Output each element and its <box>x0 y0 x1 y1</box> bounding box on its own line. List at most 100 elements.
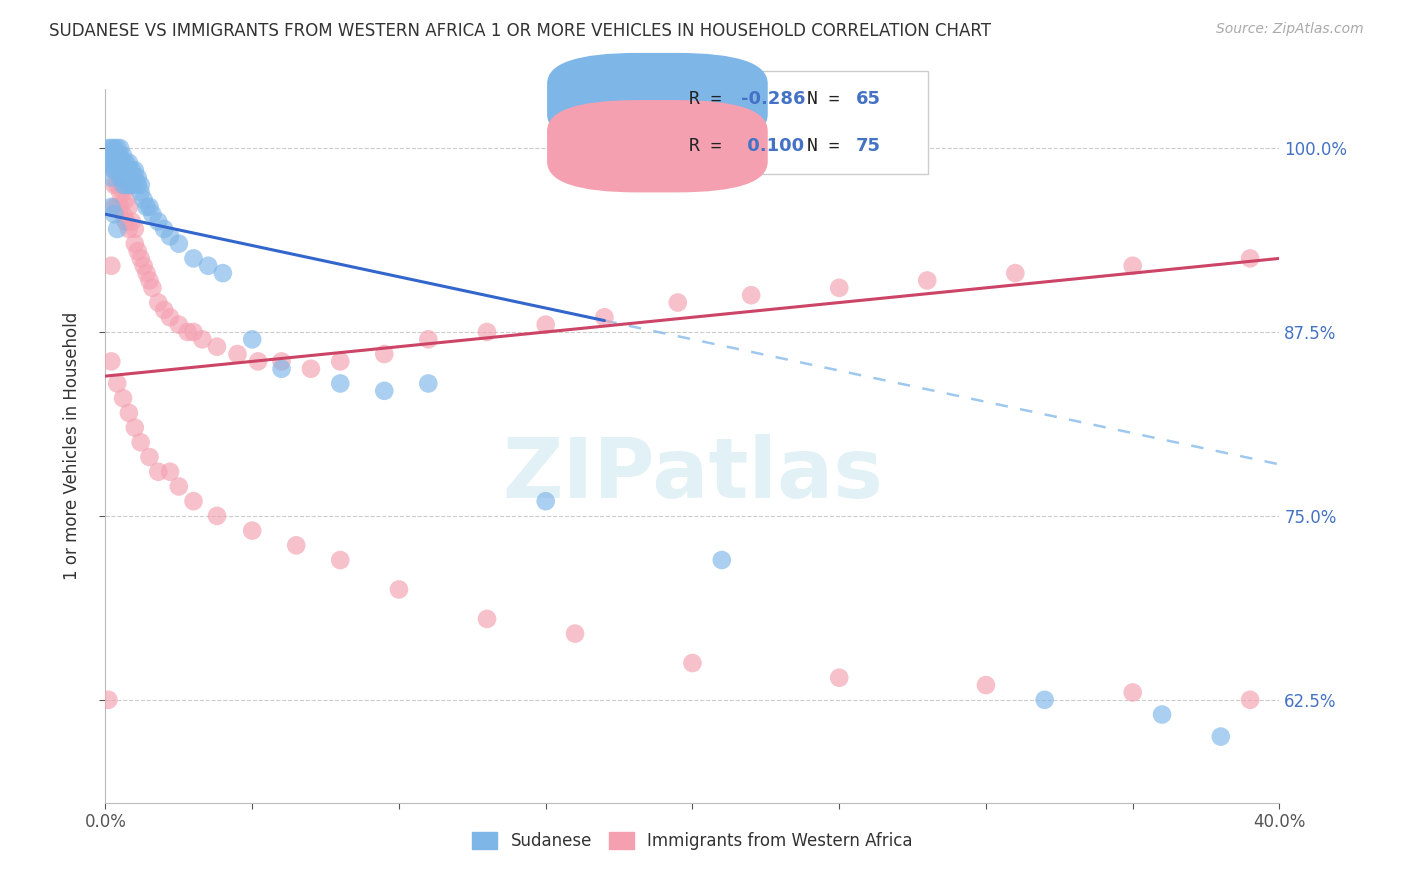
Point <box>1150 707 1173 722</box>
Point <box>112 207 135 221</box>
Point <box>108 163 131 178</box>
Point <box>112 148 135 162</box>
Point <box>148 214 170 228</box>
Point <box>121 170 143 185</box>
Point <box>141 281 163 295</box>
Point <box>115 170 138 185</box>
Text: N =: N = <box>807 137 851 155</box>
Point <box>118 163 141 178</box>
Point <box>105 155 128 169</box>
Point <box>183 494 205 508</box>
Point <box>108 155 131 169</box>
Point <box>153 302 176 317</box>
Point <box>135 266 157 280</box>
Point <box>418 332 440 346</box>
Point <box>108 170 131 185</box>
Point <box>108 148 131 162</box>
Point <box>121 163 143 178</box>
Legend: Sudanese, Immigrants from Western Africa: Sudanese, Immigrants from Western Africa <box>464 824 921 859</box>
Text: 0.100: 0.100 <box>741 137 804 155</box>
Point <box>118 155 141 169</box>
Point <box>138 200 160 214</box>
Point <box>105 141 128 155</box>
Point <box>115 193 138 207</box>
Point <box>103 163 125 178</box>
Point <box>534 494 557 508</box>
Point <box>191 332 214 346</box>
Point <box>141 207 163 221</box>
Point <box>475 612 498 626</box>
Point <box>124 236 146 251</box>
Point <box>121 178 143 192</box>
Point <box>564 626 586 640</box>
Point <box>103 148 125 162</box>
Point <box>329 376 352 391</box>
Point <box>127 178 149 192</box>
Point <box>127 244 149 258</box>
Point <box>108 185 131 199</box>
Point <box>129 185 152 199</box>
Point <box>124 178 146 192</box>
Point <box>388 582 411 597</box>
Point <box>105 148 128 162</box>
Text: R =: R = <box>689 137 733 155</box>
Point <box>118 170 141 185</box>
Point <box>148 295 170 310</box>
Point <box>103 178 125 192</box>
Point <box>1209 730 1232 744</box>
Point <box>740 288 762 302</box>
Point <box>112 155 135 169</box>
Point <box>115 214 138 228</box>
Text: R =: R = <box>689 89 733 108</box>
Point <box>129 178 152 192</box>
Point <box>103 163 125 178</box>
Point <box>124 163 146 178</box>
Point <box>183 252 205 266</box>
Point <box>103 200 125 214</box>
Point <box>103 141 125 155</box>
Point <box>100 200 122 214</box>
Y-axis label: 1 or more Vehicles in Household: 1 or more Vehicles in Household <box>63 312 82 580</box>
Point <box>205 508 228 523</box>
Point <box>105 200 128 214</box>
Point <box>247 354 270 368</box>
Point <box>112 178 135 192</box>
Point <box>299 361 322 376</box>
Point <box>329 553 352 567</box>
Point <box>115 214 138 228</box>
Point <box>666 295 689 310</box>
Point <box>115 155 138 169</box>
Point <box>112 185 135 199</box>
Point <box>211 266 233 280</box>
Point <box>240 524 263 538</box>
Point <box>974 678 997 692</box>
Point <box>159 229 181 244</box>
Point <box>159 465 181 479</box>
Point <box>97 155 120 169</box>
Point <box>105 178 128 192</box>
Point <box>270 361 292 376</box>
Point <box>135 200 157 214</box>
Point <box>418 376 440 391</box>
Point <box>112 163 135 178</box>
Point <box>105 376 128 391</box>
Point <box>373 347 395 361</box>
Point <box>127 170 149 185</box>
Point <box>285 538 308 552</box>
Point <box>1239 252 1261 266</box>
Point <box>132 193 155 207</box>
Point <box>108 141 131 155</box>
Point <box>153 222 176 236</box>
Text: 75: 75 <box>855 137 880 155</box>
FancyBboxPatch shape <box>547 53 768 145</box>
Point <box>129 435 152 450</box>
Text: Source: ZipAtlas.com: Source: ZipAtlas.com <box>1216 22 1364 37</box>
Point <box>100 155 122 169</box>
Point <box>205 340 228 354</box>
Point <box>108 178 131 192</box>
FancyBboxPatch shape <box>547 100 768 193</box>
Point <box>183 325 205 339</box>
Point <box>197 259 219 273</box>
Point <box>97 141 120 155</box>
Text: 65: 65 <box>855 89 880 108</box>
